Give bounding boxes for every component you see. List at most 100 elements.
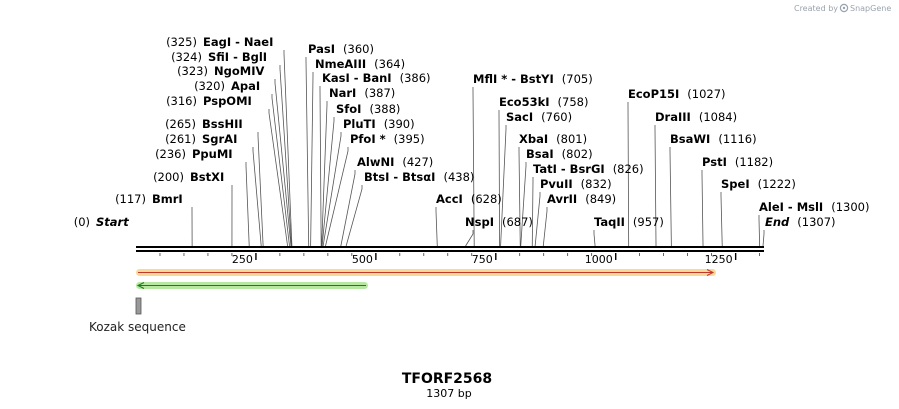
site-name: PspOMI — [203, 94, 252, 108]
site-eagi-naei[interactable]: EagI - NaeI (325) — [166, 35, 273, 49]
site-bstxi[interactable]: BstXI (200) — [153, 170, 224, 184]
site-kasi-bani[interactable]: KasI - BanI (386) — [322, 71, 431, 85]
site-name: TaqII — [594, 215, 625, 229]
site-pluti[interactable]: PluTI (390) — [343, 117, 415, 131]
site-leader — [472, 87, 475, 247]
site-name: PvuII — [540, 177, 573, 191]
site-leader — [268, 109, 288, 247]
site-saci[interactable]: SacI (760) — [506, 110, 572, 124]
site-position: (957) — [633, 215, 664, 229]
site-avrii[interactable]: AvrII (849) — [547, 192, 616, 206]
site-ppumi[interactable]: PpuMI (236) — [155, 147, 233, 161]
site-psti[interactable]: PstI (1182) — [702, 155, 773, 169]
site-name: Start — [96, 215, 129, 229]
ruler-tick-label: 250 — [232, 253, 253, 266]
site-position: (324) — [171, 50, 202, 64]
site-btsi-bts-i[interactable]: BtsI - BtsαI (438) — [364, 170, 474, 184]
site-leader — [325, 147, 349, 247]
site-position: (360) — [343, 42, 374, 56]
site-taqii[interactable]: TaqII (957) — [594, 215, 664, 229]
site-acci[interactable]: AccI (628) — [436, 192, 502, 206]
site-leader — [435, 207, 438, 247]
site-pfoi[interactable]: PfoI * (395) — [350, 132, 425, 146]
credit-brand: SnapGene — [850, 4, 891, 13]
site-pspomi[interactable]: PspOMI (316) — [166, 94, 252, 108]
site-ngomiv[interactable]: NgoMIV (323) — [177, 64, 264, 78]
site-name: AccI — [436, 192, 463, 206]
site-sfoi[interactable]: SfoI (388) — [336, 102, 400, 116]
site-name: BmrI — [152, 192, 183, 206]
site-name: BsaWI — [670, 132, 710, 146]
site-name: EcoP15I — [628, 87, 679, 101]
site-position: (687) — [502, 215, 533, 229]
site-name: DraIII — [655, 110, 691, 124]
site-nmeaiii[interactable]: NmeAIII (364) — [315, 57, 405, 71]
backbone-bottom-strand — [136, 250, 764, 252]
site-sfii-bgli[interactable]: SfiI - BglI (324) — [171, 50, 267, 64]
site-position: (0) — [74, 215, 90, 229]
site-position: (236) — [155, 147, 186, 161]
site-ecop15i[interactable]: EcoP15I (1027) — [628, 87, 726, 101]
site-sgrai[interactable]: SgrAI (261) — [165, 132, 237, 146]
site-leader — [542, 207, 548, 247]
site-name: SfiI - BglI — [208, 50, 267, 64]
site-end[interactable]: End (1307) — [765, 215, 836, 229]
site-alwni[interactable]: AlwNI (427) — [357, 155, 433, 169]
site-leader — [340, 170, 356, 247]
site-name: BsaI — [526, 147, 554, 161]
map-length: 1307 bp — [426, 387, 471, 400]
site-name: PpuMI — [192, 147, 233, 161]
site-bsawi[interactable]: BsaWI (1116) — [670, 132, 757, 146]
site-leader — [305, 57, 310, 247]
site-nari[interactable]: NarI (387) — [329, 86, 395, 100]
site-name: TatI - BsrGI — [533, 162, 605, 176]
site-mfli-bstyi[interactable]: MflI * - BstYI (705) — [473, 72, 593, 86]
site-alei-msli[interactable]: AleI - MslI (1300) — [759, 200, 869, 214]
snapgene-credit: Created by SnapGene — [794, 3, 891, 13]
site-name: AlwNI — [357, 155, 394, 169]
site-position: (438) — [443, 170, 474, 184]
backbone — [136, 246, 764, 252]
site-position: (387) — [364, 86, 395, 100]
site-leader — [498, 110, 501, 247]
site-position: (427) — [402, 155, 433, 169]
site-bmri[interactable]: BmrI (117) — [115, 192, 183, 206]
site-leader — [593, 230, 596, 247]
site-name: BtsI - BtsαI — [364, 170, 435, 184]
site-position: (1084) — [699, 110, 737, 124]
site-name: NmeAIII — [315, 57, 366, 71]
site-position: (802) — [562, 147, 593, 161]
feature-orf-forward[interactable] — [136, 269, 716, 276]
site-spei[interactable]: SpeI (1222) — [721, 177, 796, 191]
feature-orf-reverse[interactable] — [136, 282, 368, 289]
site-name: SpeI — [721, 177, 750, 191]
site-position: (320) — [194, 79, 225, 93]
site-position: (261) — [165, 132, 196, 146]
site-start[interactable]: Start (0) — [74, 215, 130, 229]
site-pasi[interactable]: PasI (360) — [308, 42, 374, 56]
site-name: PluTI — [343, 117, 376, 131]
site-leader — [500, 125, 507, 247]
site-bsai[interactable]: BsaI (802) — [526, 147, 593, 161]
site-position: (1307) — [797, 215, 835, 229]
site-position: (200) — [153, 170, 184, 184]
site-leader — [762, 230, 765, 247]
site-leader — [520, 162, 527, 247]
site-eco53ki[interactable]: Eco53kI (758) — [499, 95, 588, 109]
site-draiii[interactable]: DraIII (1084) — [655, 110, 737, 124]
site-pvuii[interactable]: PvuII (832) — [540, 177, 612, 191]
feature-kozak-sequence[interactable] — [135, 297, 142, 315]
site-position: (316) — [166, 94, 197, 108]
site-tati-bsrgi[interactable]: TatI - BsrGI (826) — [533, 162, 644, 176]
site-position: (760) — [541, 110, 572, 124]
site-apai[interactable]: ApaI (320) — [194, 79, 260, 93]
site-xbai[interactable]: XbaI (801) — [519, 132, 587, 146]
site-position: (325) — [166, 35, 197, 49]
site-position: (801) — [556, 132, 587, 146]
site-bsshii[interactable]: BssHII (265) — [165, 117, 243, 131]
site-leader — [701, 170, 704, 247]
site-nspi[interactable]: NspI (687) — [465, 215, 533, 229]
site-name: NspI — [465, 215, 494, 229]
site-name: KasI - BanI — [322, 71, 392, 85]
kozak-label: Kozak sequence — [89, 320, 186, 334]
